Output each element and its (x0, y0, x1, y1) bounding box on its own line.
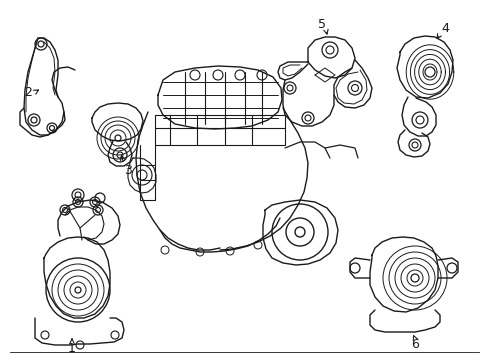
Text: 6: 6 (410, 338, 418, 351)
Text: 2: 2 (24, 85, 32, 99)
Text: 3: 3 (124, 163, 132, 176)
Text: 5: 5 (317, 18, 325, 31)
Text: 1: 1 (68, 342, 76, 355)
Text: 4: 4 (440, 22, 448, 35)
